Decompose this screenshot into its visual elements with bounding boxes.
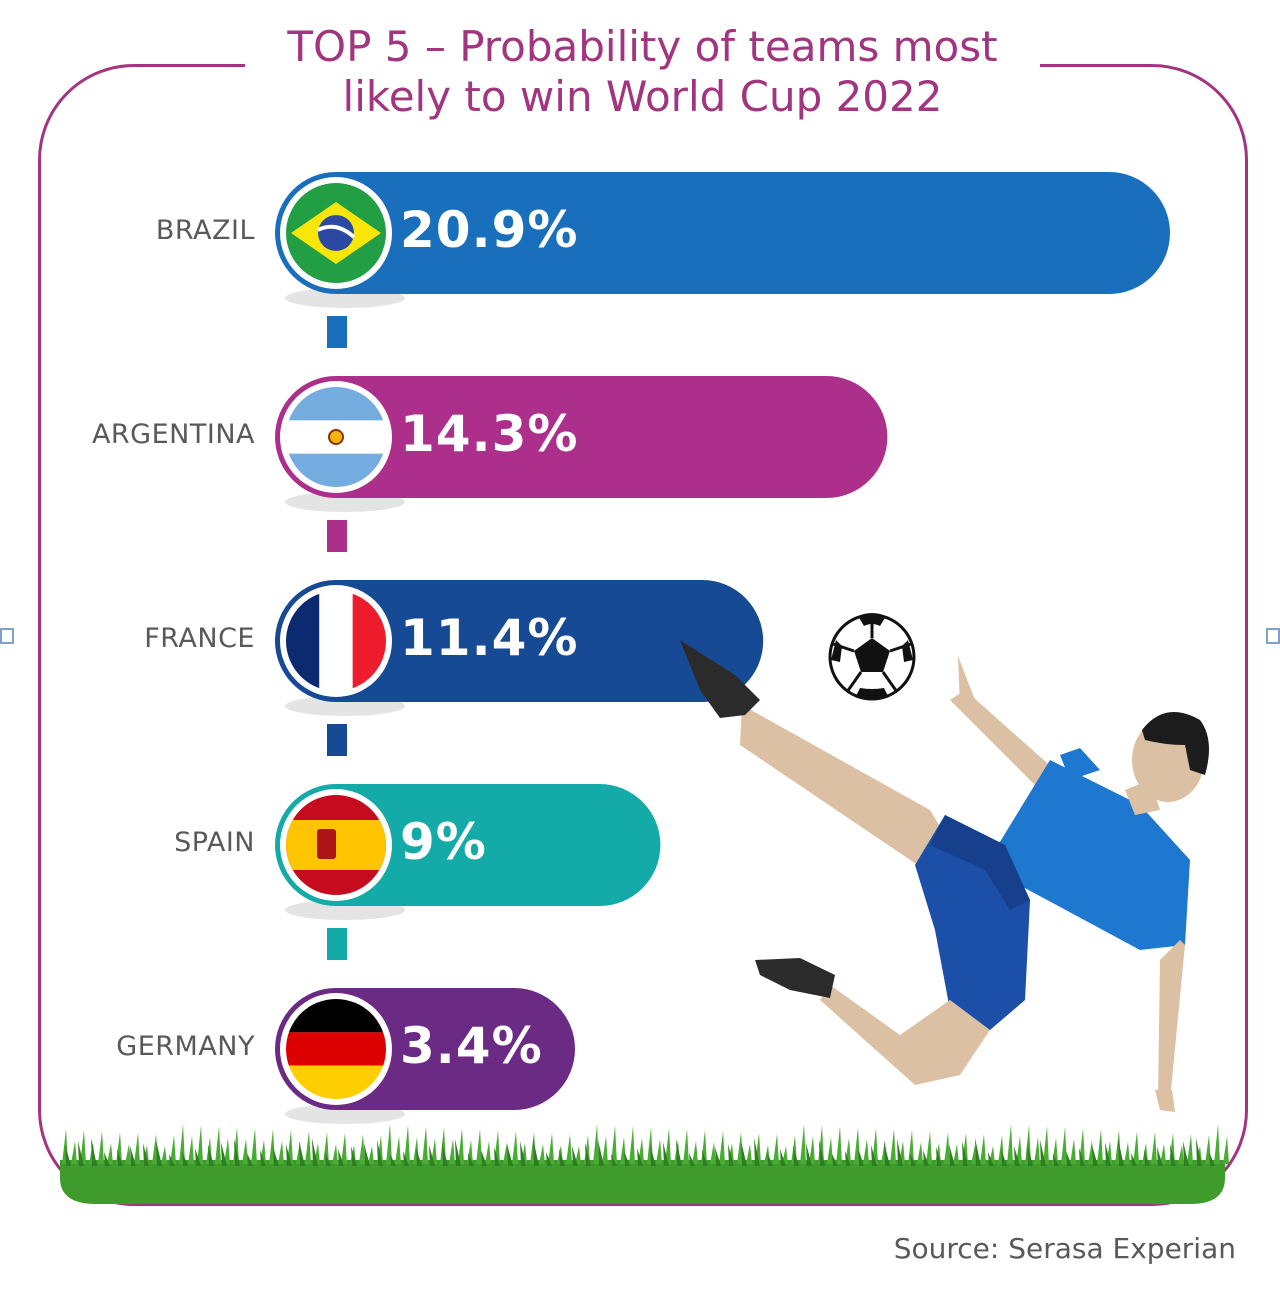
- football-player-illustration: [680, 640, 1209, 1112]
- bar-france: [275, 580, 764, 716]
- bar-argentina: [275, 376, 888, 512]
- soccer-ball-icon: [828, 613, 916, 701]
- argentina-flag-icon: [286, 387, 386, 487]
- value-label: 14.3%: [400, 405, 579, 463]
- spain-flag-icon: [286, 795, 386, 895]
- bar-mark: [275, 172, 1170, 294]
- source-note: Source: Serasa Experian: [893, 1232, 1236, 1265]
- chart-title: TOP 5 – Probability of teams most likely…: [250, 22, 1035, 122]
- value-label: 20.9%: [400, 201, 579, 259]
- bar-mark: [275, 580, 764, 702]
- category-label: SPAIN: [174, 827, 255, 858]
- value-label: 11.4%: [400, 609, 579, 667]
- category-label: BRAZIL: [155, 215, 255, 246]
- left-resize-handle: [0, 628, 14, 644]
- connector: [327, 316, 347, 348]
- bar-spain: [275, 784, 661, 920]
- connector: [327, 724, 347, 756]
- bar-mark: [275, 376, 888, 498]
- category-label: FRANCE: [144, 623, 255, 654]
- connector: [327, 928, 347, 960]
- title-line-2: likely to win World Cup 2022: [342, 72, 943, 121]
- grass-strip: [60, 1124, 1229, 1204]
- bar-germany: [275, 988, 575, 1124]
- france-flag-icon: [286, 591, 386, 691]
- brazil-flag-icon: [286, 183, 386, 283]
- connector: [327, 520, 347, 552]
- germany-flag-icon: [286, 999, 386, 1099]
- bar-brazil: [275, 172, 1170, 308]
- category-label: GERMANY: [116, 1031, 255, 1062]
- value-label: 3.4%: [400, 1017, 543, 1075]
- title-background: [245, 40, 1040, 100]
- value-label: 9%: [400, 813, 487, 871]
- right-resize-handle: [1266, 628, 1280, 644]
- title-line-1: TOP 5 – Probability of teams most: [287, 22, 998, 71]
- category-label: ARGENTINA: [91, 419, 255, 450]
